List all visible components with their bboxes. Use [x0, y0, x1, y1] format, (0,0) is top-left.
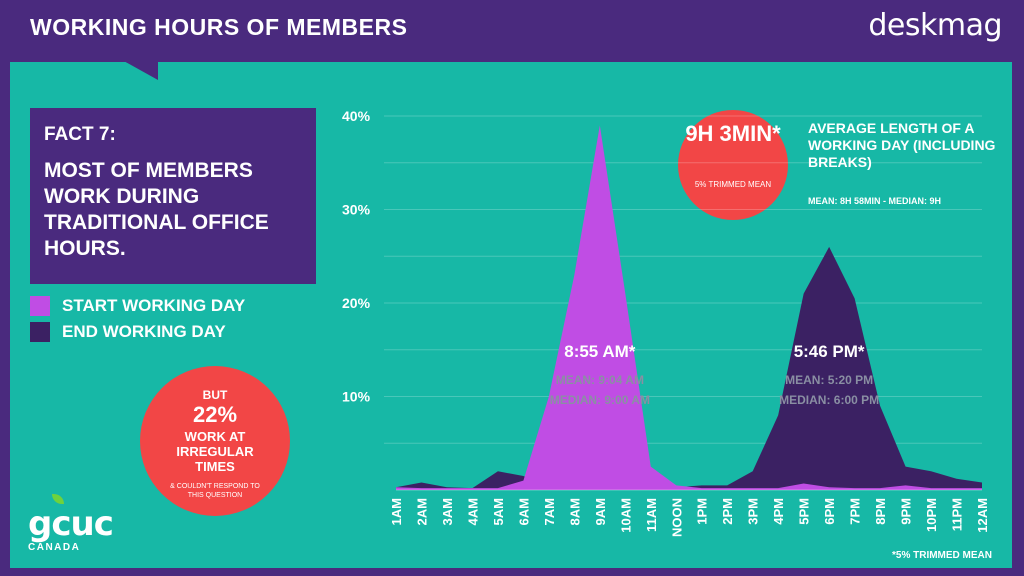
- fact-box: FACT 7: MOST OF MEMBERS WORK DURING TRAD…: [30, 108, 316, 284]
- brand-logo: deskmag: [868, 8, 1002, 43]
- x-tick-label: 8PM: [873, 498, 888, 525]
- y-tick-label: 10%: [342, 389, 371, 405]
- irregular-but: BUT: [202, 388, 228, 402]
- x-tick-label: 6PM: [822, 498, 837, 525]
- y-tick-label: 40%: [342, 108, 371, 124]
- x-tick-label: 3PM: [746, 498, 761, 525]
- x-tick-label: 4PM: [771, 498, 786, 525]
- x-tick-label: 3AM: [440, 498, 455, 525]
- speech-notch: [122, 60, 158, 80]
- x-tick-label: 10AM: [618, 498, 633, 533]
- x-tick-label: 5PM: [797, 498, 812, 525]
- gcuc-subtitle: CANADA: [28, 542, 81, 553]
- x-tick-label: 2PM: [720, 498, 735, 525]
- legend-swatch-end: [30, 322, 50, 342]
- series-area-start: [396, 125, 982, 490]
- irregular-text: WORK AT IRREGULAR TIMES: [176, 429, 254, 474]
- annotation-median: MEDIAN: 6:00 PM: [779, 393, 879, 407]
- x-tick-label: 1AM: [389, 498, 404, 525]
- average-stats: MEAN: 8H 58MIN - MEDIAN: 9H: [808, 196, 942, 206]
- legend-label-start: START WORKING DAY: [62, 296, 246, 315]
- x-tick-label: 4AM: [465, 498, 480, 525]
- gcuc-wordmark: gcuc: [28, 504, 114, 544]
- x-tick-label: NOON: [669, 498, 684, 537]
- x-tick-label: 7PM: [848, 498, 863, 525]
- annotation-main: 5:46 PM*: [794, 342, 865, 361]
- x-tick-label: 12AM: [975, 498, 990, 533]
- annotation-mean: MEAN: 9:04 AM: [556, 373, 644, 387]
- x-tick-label: 7AM: [542, 498, 557, 525]
- x-tick-label: 8AM: [567, 498, 582, 525]
- annotation-mean: MEAN: 5:20 PM: [785, 373, 873, 387]
- leaf-icon: [52, 494, 64, 504]
- average-value-note: 5% TRIMMED MEAN: [694, 180, 772, 189]
- footnote: *5% TRIMMED MEAN: [891, 550, 992, 561]
- series-area-end: [396, 246, 982, 490]
- x-tick-label: 11PM: [950, 498, 965, 531]
- legend-swatch-start: [30, 296, 50, 316]
- x-tick-label: 11AM: [644, 498, 659, 532]
- y-tick-label: 30%: [342, 202, 371, 218]
- average-value: 9H 3MIN*: [685, 121, 781, 146]
- page-title: WORKING HOURS OF MEMBERS: [30, 14, 408, 40]
- x-tick-label: 10PM: [924, 498, 939, 532]
- x-tick-label: 9PM: [899, 498, 914, 525]
- x-tick-label: 2AM: [414, 498, 429, 525]
- average-circle: 9H 3MIN* 5% TRIMMED MEAN: [678, 110, 788, 220]
- x-tick-label: 6AM: [516, 498, 531, 525]
- gcuc-logo: gcuc CANADA: [28, 494, 114, 553]
- irregular-percent: 22%: [192, 402, 238, 427]
- x-tick-label: 5AM: [491, 498, 506, 525]
- x-tick-label: 9AM: [593, 498, 608, 525]
- legend-label-end: END WORKING DAY: [62, 322, 226, 341]
- fact-body: MOST OF MEMBERS WORK DURING TRADITIONAL …: [44, 159, 269, 260]
- average-label: AVERAGE LENGTH OF A WORKING DAY (INCLUDI…: [808, 120, 996, 170]
- annotation-main: 8:55 AM*: [564, 342, 636, 361]
- irregular-note: & COULDN'T RESPOND TO THIS QUESTION: [170, 483, 260, 499]
- fact-heading: FACT 7:: [44, 124, 116, 145]
- irregular-circle: BUT 22% WORK AT IRREGULAR TIMES & COULDN…: [140, 366, 290, 516]
- y-tick-label: 20%: [342, 295, 371, 311]
- x-tick-label: 1PM: [695, 498, 710, 525]
- annotation-median: MEDIAN: 9:00 AM: [550, 393, 650, 407]
